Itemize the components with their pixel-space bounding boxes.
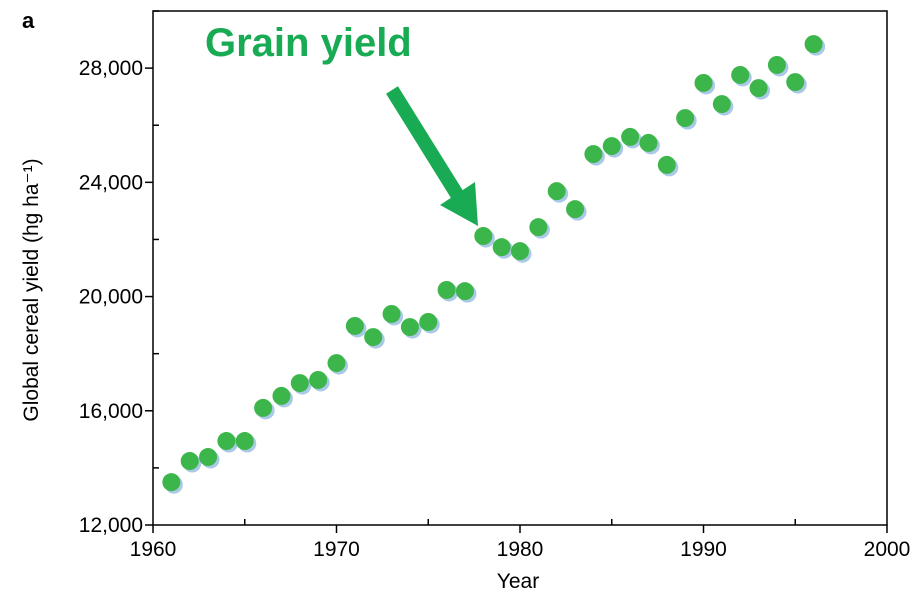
point [290, 374, 309, 393]
point [327, 354, 346, 373]
point [749, 79, 768, 98]
plot-frame [152, 10, 888, 526]
point [437, 280, 456, 299]
x-tick-label: 1990 [680, 538, 727, 561]
point [199, 448, 218, 467]
x-axis-label: Year [497, 570, 539, 593]
panel-label: a [22, 8, 35, 33]
point [217, 432, 236, 451]
point [621, 127, 640, 146]
y-axis-label: Global cereal yield (hg ha⁻¹) [20, 158, 43, 421]
x-tick-label: 2000 [864, 538, 911, 561]
point [529, 218, 548, 237]
point [309, 370, 328, 389]
point [364, 328, 383, 347]
point [602, 137, 621, 156]
point [566, 200, 585, 219]
y-tick-label: 16,000 [79, 400, 143, 423]
point [694, 73, 713, 92]
point [272, 386, 291, 405]
x-tick-label: 1970 [313, 538, 360, 561]
x-tick-label: 1960 [130, 538, 177, 561]
annotation: Grain yield [205, 21, 412, 65]
point [474, 227, 493, 246]
point [584, 145, 603, 164]
point [731, 65, 750, 84]
point [767, 55, 786, 74]
point [676, 109, 695, 128]
y-tick-label: 20,000 [79, 286, 143, 309]
point [657, 155, 676, 174]
point [547, 182, 566, 201]
y-tick-label: 28,000 [79, 57, 143, 80]
point [639, 133, 658, 152]
point [511, 242, 529, 261]
point [492, 238, 511, 257]
point [382, 304, 401, 323]
point [712, 95, 731, 114]
point [345, 316, 364, 335]
point [455, 282, 474, 301]
point [180, 452, 199, 471]
point [804, 35, 823, 54]
y-tick-label: 24,000 [79, 171, 143, 194]
x-tick-label: 1980 [497, 538, 544, 561]
point [419, 312, 438, 331]
arrow [386, 86, 478, 226]
point [235, 432, 254, 451]
point [162, 473, 181, 492]
point [400, 318, 419, 337]
point [254, 398, 273, 417]
y-tick-label: 12,000 [79, 514, 143, 537]
point [786, 73, 805, 92]
